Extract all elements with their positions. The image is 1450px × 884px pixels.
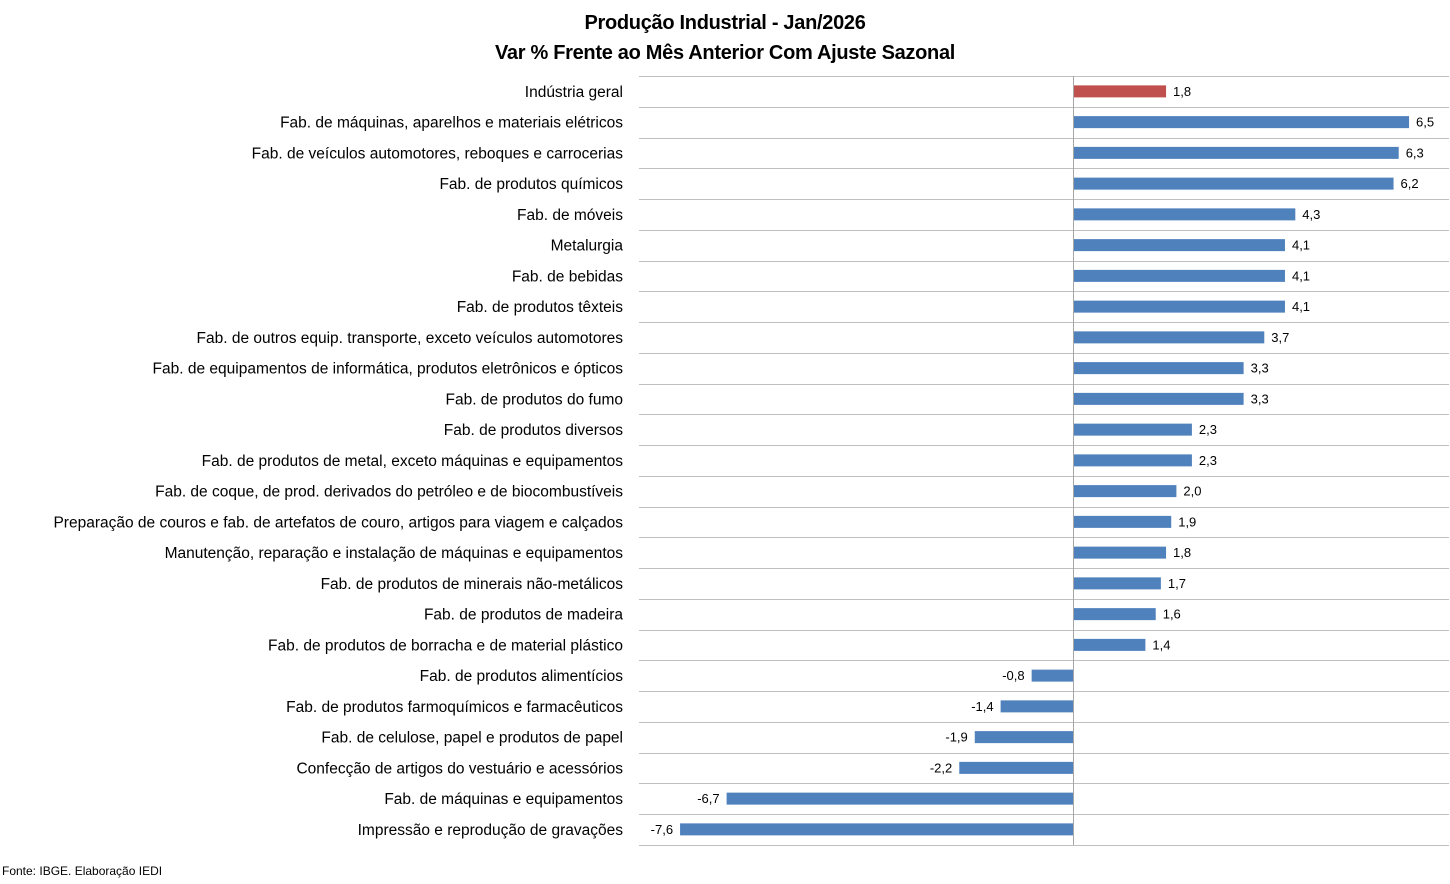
- bar: [1073, 269, 1285, 282]
- data-label: 1,8: [1173, 84, 1191, 99]
- data-label: 3,3: [1251, 391, 1269, 406]
- data-label: 6,3: [1406, 145, 1424, 160]
- bar: [1073, 423, 1192, 436]
- category-label: Metalurgia: [551, 238, 624, 255]
- chart-title: Produção Industrial - Jan/2026: [584, 12, 866, 34]
- category-label: Fab. de produtos do fumo: [445, 391, 623, 408]
- category-label: Fab. de produtos farmoquímicos e farmacê…: [286, 699, 623, 716]
- category-label: Manutenção, reparação e instalação de má…: [165, 545, 624, 562]
- bar: [680, 823, 1073, 836]
- category-label: Fab. de produtos de borracha e de materi…: [268, 637, 623, 654]
- gridlines: [639, 76, 1449, 846]
- bar: [726, 792, 1073, 805]
- category-label: Fab. de bebidas: [512, 268, 623, 285]
- category-label: Fab. de produtos químicos: [439, 176, 623, 193]
- category-label: Fab. de produtos alimentícios: [420, 668, 624, 685]
- data-label: 3,7: [1271, 330, 1289, 345]
- bar: [1031, 669, 1073, 682]
- data-label: -1,4: [971, 699, 993, 714]
- data-label: 3,3: [1251, 361, 1269, 376]
- bar: [1073, 485, 1177, 498]
- data-label: -2,2: [930, 760, 952, 775]
- bar: [1073, 515, 1172, 528]
- bar: [1073, 300, 1285, 313]
- category-label: Preparação de couros e fab. de artefatos…: [53, 514, 623, 531]
- bar: [1073, 116, 1410, 129]
- category-label: Fab. de equipamentos de informática, pro…: [153, 361, 624, 378]
- data-label: 4,1: [1292, 238, 1310, 253]
- data-label: 6,2: [1401, 176, 1419, 191]
- category-label: Fab. de veículos automotores, reboques e…: [252, 145, 624, 162]
- bar: [1073, 638, 1146, 651]
- category-label: Fab. de máquinas, aparelhos e materiais …: [280, 115, 623, 132]
- data-label: -0,8: [1002, 668, 1024, 683]
- bar: [1073, 546, 1167, 559]
- data-label: -1,9: [945, 730, 967, 745]
- category-label: Indústria geral: [525, 84, 623, 101]
- bar: [1073, 577, 1161, 590]
- data-label: 1,8: [1173, 545, 1191, 560]
- category-label: Fab. de máquinas e equipamentos: [384, 791, 623, 808]
- data-label: 1,4: [1152, 637, 1170, 652]
- bar: [1073, 239, 1285, 252]
- value-labels: 1,8 6,5 6,3 6,2 4,3 4,1 4,1 4,1 3,7 3,3 3,3 2,3 2,3 2…: [651, 84, 1434, 837]
- data-label: 4,3: [1302, 207, 1320, 222]
- bar: [1073, 208, 1296, 221]
- data-label: -6,7: [697, 791, 719, 806]
- chart-subtitle: Var % Frente ao Mês Anterior Com Ajuste …: [494, 42, 956, 64]
- bar: [974, 731, 1073, 744]
- data-label: 2,3: [1199, 453, 1217, 468]
- bar: [1073, 392, 1244, 405]
- data-label: 4,1: [1292, 299, 1310, 314]
- data-label: 2,0: [1183, 484, 1201, 499]
- data-label: 6,5: [1416, 115, 1434, 130]
- category-label: Fab. de produtos de madeira: [424, 607, 623, 624]
- category-label: Fab. de produtos diversos: [444, 422, 623, 439]
- bar: [1073, 85, 1167, 98]
- category-label: Fab. de coque, de prod. derivados do pet…: [155, 484, 623, 501]
- category-label: Confecção de artigos do vestuário e aces…: [296, 760, 623, 777]
- bar: [1073, 362, 1244, 375]
- category-label: Fab. de outros equip. transporte, exceto…: [197, 330, 624, 347]
- category-label: Fab. de produtos de minerais não-metálic…: [321, 576, 624, 593]
- bar: [1073, 146, 1399, 159]
- category-label: Fab. de produtos têxteis: [457, 299, 624, 316]
- data-label: 1,6: [1163, 607, 1181, 622]
- bar: [1073, 177, 1394, 190]
- category-label: Fab. de produtos de metal, exceto máquin…: [202, 453, 624, 470]
- source-note: Fonte: IBGE. Elaboração IEDI: [2, 864, 163, 878]
- bar: [959, 761, 1073, 774]
- data-label: 4,1: [1292, 268, 1310, 283]
- bars: [680, 85, 1410, 836]
- data-label: -7,6: [651, 822, 673, 837]
- data-label: 1,7: [1168, 576, 1186, 591]
- category-label: Fab. de celulose, papel e produtos de pa…: [321, 730, 623, 747]
- category-label: Impressão e reprodução de gravações: [358, 822, 624, 839]
- bar: [1073, 608, 1156, 621]
- bar: [1073, 331, 1265, 344]
- category-labels: Indústria geral Fab. de máquinas, aparelh…: [53, 84, 623, 839]
- bar: [1000, 700, 1073, 713]
- bar: [1073, 454, 1192, 467]
- data-label: 2,3: [1199, 422, 1217, 437]
- bar-chart: Indústria geral Fab. de máquinas, aparelh…: [53, 76, 1449, 846]
- data-label: 1,9: [1178, 514, 1196, 529]
- category-label: Fab. de móveis: [517, 207, 623, 224]
